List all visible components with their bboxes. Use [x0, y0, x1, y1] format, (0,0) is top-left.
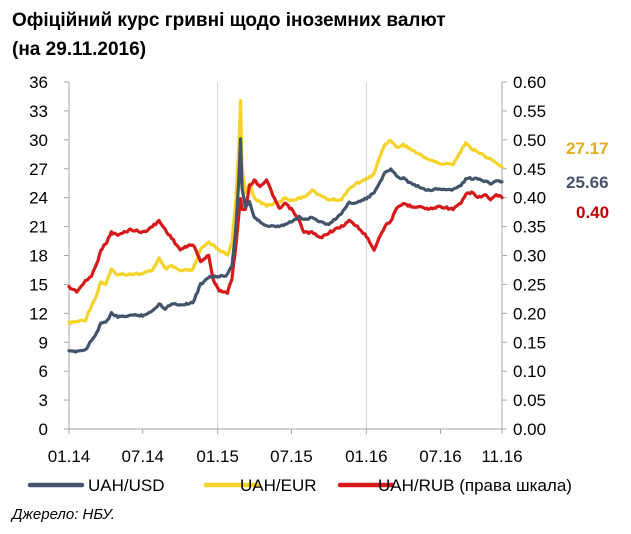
end-value-labels: 27.17 25.66 0.40 — [566, 139, 609, 222]
right-tick-label: 0.20 — [513, 304, 546, 323]
left-tick-label: 33 — [29, 102, 48, 121]
end-label-eur: 27.17 — [566, 139, 609, 158]
chart-title-line-2: (на 29.11.2016) — [12, 39, 147, 60]
legend-label-eur: UAH/EUR — [240, 476, 317, 495]
grid-lines — [217, 82, 367, 429]
right-tick-label: 0.25 — [513, 275, 546, 294]
x-tick-label: 07.14 — [121, 447, 164, 466]
series-line-rub — [67, 178, 504, 295]
left-tick-label: 30 — [29, 131, 48, 150]
x-tick-label: 11.16 — [481, 447, 522, 466]
axes — [64, 81, 507, 434]
left-tick-label: 27 — [29, 160, 48, 179]
left-tick-label: 15 — [29, 275, 48, 294]
left-tick-label: 6 — [39, 362, 48, 381]
right-tick-label: 0.10 — [513, 362, 546, 381]
right-tick-label: 0.45 — [513, 160, 546, 179]
right-tick-label: 0.35 — [513, 218, 546, 237]
legend-label-usd: UAH/USD — [88, 476, 165, 495]
left-tick-label: 12 — [29, 304, 48, 323]
left-tick-label: 36 — [29, 73, 48, 92]
end-label-rub: 0.40 — [576, 203, 609, 222]
series-lines — [67, 99, 504, 354]
axis-labels: 03691215182124273033360.000.050.100.150.… — [29, 73, 546, 466]
right-tick-label: 0.05 — [513, 391, 546, 410]
x-tick-label: 01.16 — [345, 447, 388, 466]
series-line-usd — [67, 137, 504, 354]
x-tick-label: 07.15 — [270, 447, 313, 466]
left-tick-label: 3 — [39, 391, 48, 410]
right-tick-label: 0.30 — [513, 247, 546, 266]
x-tick-label: 01.15 — [196, 447, 239, 466]
chart-title-line-1: Офіційний курс гривні щодо іноземних вал… — [12, 10, 446, 31]
left-tick-label: 24 — [29, 189, 48, 208]
left-tick-label: 21 — [29, 218, 48, 237]
x-tick-label: 01.14 — [48, 447, 91, 466]
end-label-usd: 25.66 — [566, 173, 609, 192]
left-tick-label: 9 — [39, 333, 48, 352]
source-note: Джерело: НБУ. — [12, 506, 115, 523]
x-tick-label: 07.16 — [419, 447, 462, 466]
right-tick-label: 0.40 — [513, 189, 546, 208]
right-tick-label: 0.50 — [513, 131, 546, 150]
series-line-eur — [67, 99, 504, 326]
right-tick-label: 0.00 — [513, 420, 546, 439]
legend-label-rub: UAH/RUB (права шкала) — [378, 476, 572, 495]
right-tick-label: 0.60 — [513, 73, 546, 92]
legend: UAH/USD UAH/EUR UAH/RUB (права шкала) — [27, 476, 572, 495]
right-tick-label: 0.55 — [513, 102, 546, 121]
chart-title: Офіційний курс гривні щодо іноземних вал… — [12, 6, 446, 64]
left-tick-label: 0 — [39, 420, 48, 439]
right-tick-label: 0.15 — [513, 333, 546, 352]
left-tick-label: 18 — [29, 247, 48, 266]
